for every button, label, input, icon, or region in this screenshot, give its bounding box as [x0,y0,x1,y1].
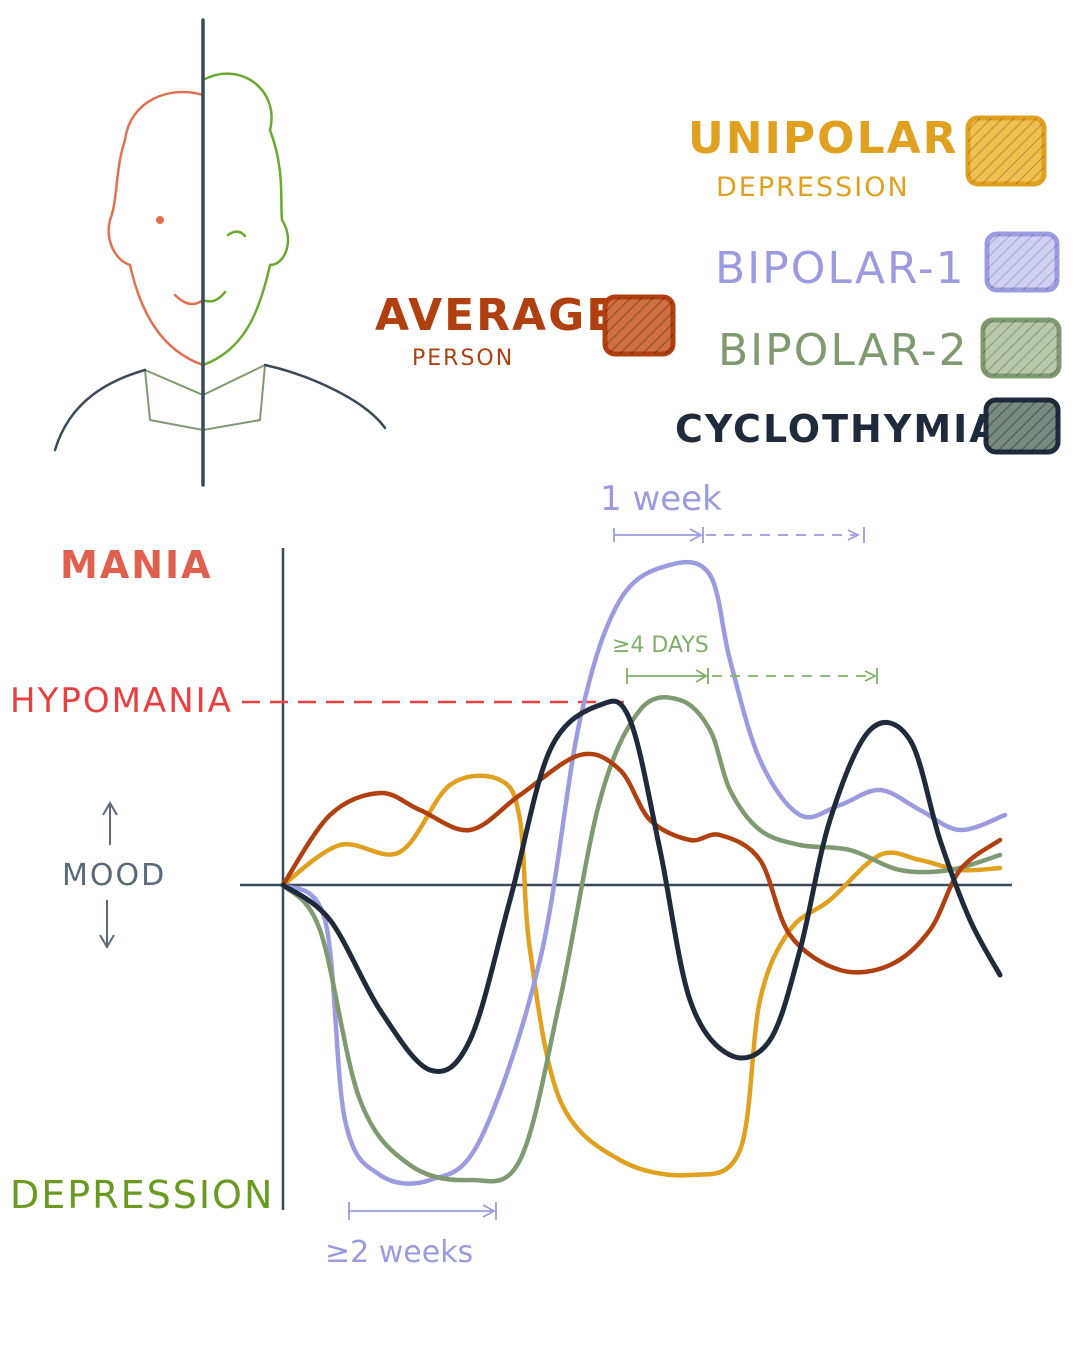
label-depression: DEPRESSION [10,1173,274,1217]
curve-unipolar [280,773,1003,1178]
mood-curves [280,559,1008,1186]
curve-bipolar2 [280,695,1003,1184]
curve-bipolar1 [280,559,1008,1186]
left-eye [156,216,164,224]
label-mood: MOOD [62,858,166,893]
face-left-half [107,90,205,367]
collar [143,363,267,432]
one-week-annotation [613,527,865,543]
legend-average-title: AVERAGE [375,290,618,341]
two-weeks-annotation [348,1202,497,1220]
shoulders [53,363,387,452]
legend-bipolar1-title: BIPOLAR-1 [715,243,966,294]
two-weeks-label: ≥2 weeks [325,1235,473,1270]
label-hypomania: HYPOMANIA [10,681,233,721]
legend: AVERAGE PERSON UNIPOLAR DEPRESSION BIPOL… [375,113,1062,455]
legend-bipolar2-title: BIPOLAR-2 [718,325,969,376]
curve-average [280,751,1003,975]
legend-cyclothymia-title: CYCLOTHYMIA [675,407,1001,451]
legend-average-subtitle: PERSON [412,346,514,371]
four-days-label: ≥4 DAYS [612,633,709,658]
split-face-illustration [53,18,387,487]
curve-cyclothymia [280,698,1003,1074]
face-right-half [201,72,290,367]
legend-unipolar-title: UNIPOLAR [688,113,959,164]
label-mania: MANIA [60,543,213,587]
one-week-label: 1 week [600,479,722,519]
four-days-annotation [626,668,878,684]
mood-arrows-icon [99,801,118,949]
legend-unipolar-subtitle: DEPRESSION [716,172,910,203]
